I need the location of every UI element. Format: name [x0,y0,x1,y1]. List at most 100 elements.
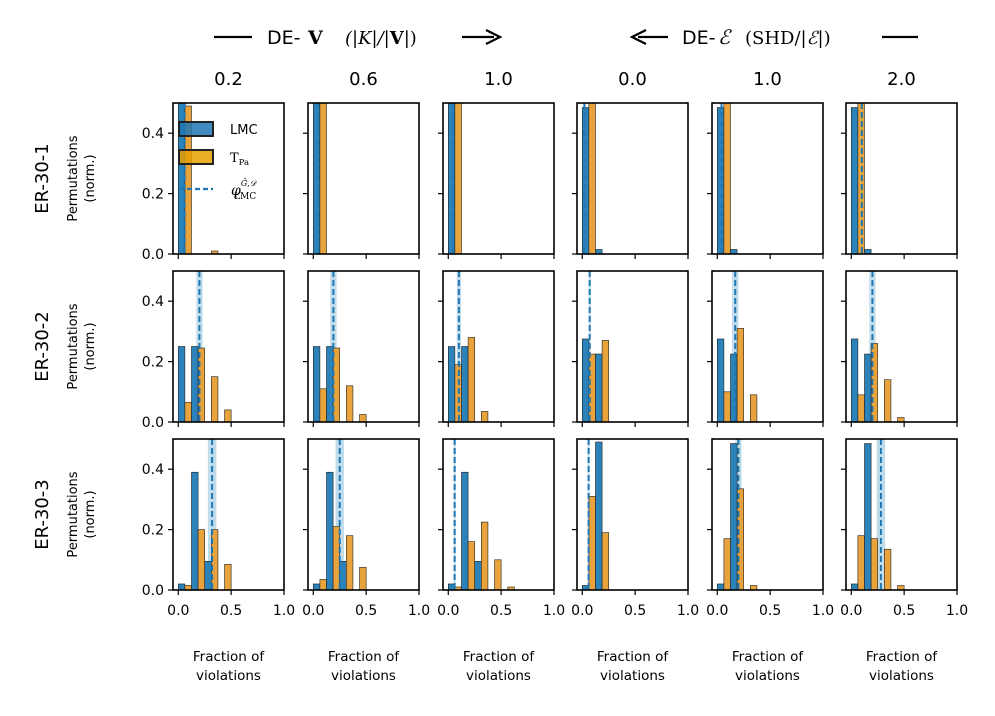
lmc-bar [595,441,603,590]
y-tick-label: 0.0 [142,415,164,431]
lmc-bar [177,583,186,590]
lmc-bar [177,346,186,422]
x-tick-label: 0.5 [490,603,512,619]
x-tick-label: 0.0 [840,603,862,619]
x-axis-label: violations [331,668,396,684]
x-tick-label: 1.0 [408,603,430,619]
x-tick-label: 1.0 [543,603,565,619]
panel: 0.0 0.5 1.0 [302,438,430,619]
tpa-bar [494,559,502,590]
tpa-bar [346,385,354,422]
tpa-bar [224,409,232,422]
panels-layer: 0.2 0.6 1.0 0.0 1.0 2.0ER-30-1 Permutations (no… [32,69,968,684]
tpa-bar [736,328,745,422]
lmc-bar [191,346,199,422]
lmc-bar [326,471,334,590]
y-axis-label: Permutations [66,303,81,389]
x-tick-label: 0.5 [355,603,377,619]
panel-plot-area [716,439,758,590]
tpa-bar [481,521,489,590]
x-tick-label: 0.5 [220,603,242,619]
lmc-bar [204,561,212,590]
x-tick-label: 0.0 [437,603,459,619]
panel [707,102,824,259]
panel [572,270,689,427]
y-tick-label: 0.4 [142,294,164,310]
tpa-bar [884,379,892,422]
x-axis-label: violations [466,668,531,684]
lmc-bar [312,583,321,590]
lmc-bar [864,353,872,422]
column-label: 2.0 [887,69,916,90]
tpa-bar [884,548,892,590]
lmc-bar [581,107,590,254]
tpa-bar [332,347,341,422]
tpa-bar [723,391,731,422]
tpa-bar [897,585,905,590]
x-tick-label: 1.0 [812,603,834,619]
tpa-bar [319,579,327,590]
tpa-bar [319,103,327,254]
tpa-bar [197,529,206,590]
tpa-bar [224,564,232,590]
tpa-bar [588,103,596,254]
panel-plot-area [312,103,327,254]
arrow-left-icon [629,29,647,45]
panel-plot-area [716,103,738,254]
header-left: DE- V (|K|/|V|) [214,27,503,49]
x-tick-label: 0.0 [706,603,728,619]
y-tick-label: 0.2 [142,355,164,371]
lmc-bar [312,346,321,422]
header-right-script: ℰ [718,25,732,49]
lmc-bar [864,443,872,590]
tpa-bar [346,535,354,590]
lmc-bar [474,561,482,590]
tpa-bar [736,488,745,590]
row-label: ER-30-2 [32,311,53,382]
x-tick-label: 0.5 [759,603,781,619]
tpa-bar [870,343,879,422]
panel-frame [711,270,824,423]
x-axis-label: Fraction of [597,649,669,665]
header-right-math: (SHD/|ℰ|) [745,28,831,49]
header-right: DE- ℰ (SHD/|ℰ|) [629,25,918,49]
x-tick-label: 0.0 [571,603,593,619]
tpa-bar [467,337,476,422]
panel-plot-area [850,439,905,590]
panel-frame [845,438,958,591]
column-label: 1.0 [753,69,782,90]
row-label: ER-30-1 [32,143,53,214]
tpa-bar [481,411,489,422]
y-axis-label: Permutations [66,135,81,221]
tpa-bar [197,347,206,422]
x-tick-label: 0.0 [302,603,324,619]
lmc-bar [730,443,738,590]
panel-plot-area [312,439,367,590]
panel [303,102,420,259]
panel-frame [172,270,285,423]
lmc-bar [447,346,456,422]
panel-plot-area [447,439,515,590]
panel-plot-area [581,103,603,254]
y-tick-label: 0.2 [142,187,164,203]
lmc-bar [461,346,469,422]
x-axis-label: Fraction of [328,649,400,665]
tpa-bar [467,541,476,590]
panel: 0.0 0.2 0.4 0.0 0.5 1.0 [142,438,295,619]
panel-frame [845,270,958,423]
y-tick-label: 0.0 [142,583,164,599]
legend-lmc-swatch [178,121,214,137]
x-axis-label: violations [196,668,261,684]
lmc-bar [850,107,859,254]
panel-plot-area [850,103,872,254]
panel [841,270,958,427]
panel [572,102,689,259]
x-axis-label: Fraction of [193,649,265,665]
x-axis-label: violations [869,668,934,684]
legend-lmc-label: LMC [230,123,258,138]
tpa-bar [870,538,879,590]
panel-frame [442,270,555,423]
panel: 0.0 0.5 1.0 [437,438,565,619]
panel-plot-area [850,271,905,422]
y-axis-label: (norm.) [83,322,98,370]
